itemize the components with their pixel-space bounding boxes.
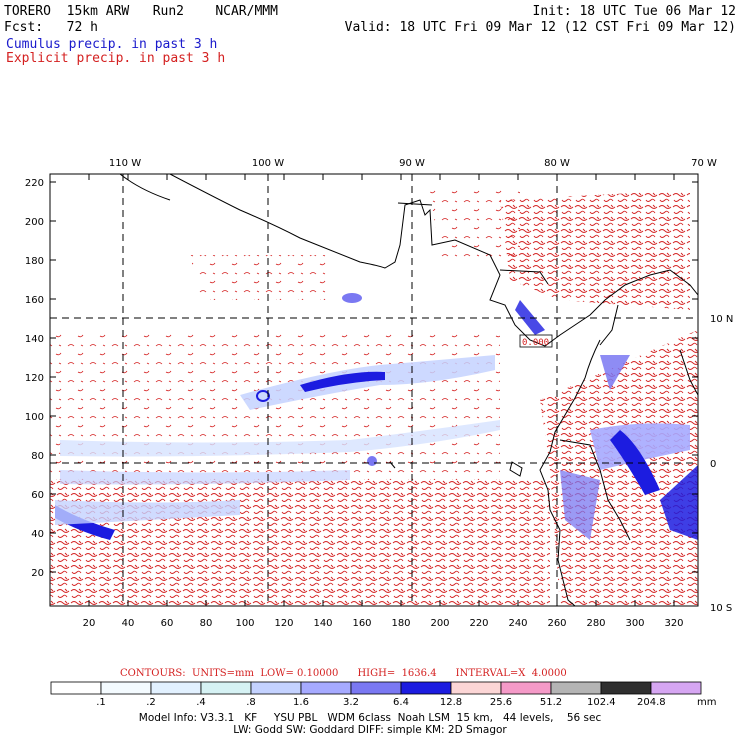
y-tick-label: 180 — [25, 256, 44, 267]
x-tick-label: 60 — [161, 618, 174, 629]
latitude-label: 10 S — [710, 603, 732, 614]
longitude-label: 100 W — [252, 158, 284, 169]
x-tick-label: 140 — [313, 618, 332, 629]
x-tick-label: 200 — [430, 618, 449, 629]
longitude-label: 70 W — [691, 158, 717, 169]
map-field: 0.000 — [50, 174, 698, 606]
legend-swatch — [350, 681, 402, 695]
map-frame — [49, 173, 699, 607]
y-tick-label: 160 — [25, 295, 44, 306]
legend-label: 6.4 — [393, 697, 409, 708]
x-axis-ticks: 20 40 60 80 100 120 140 160 180 200 220 240 260 280 30… — [83, 174, 684, 629]
init-time: Init: 18 UTC Tue 06 Mar 12 — [532, 4, 737, 19]
cumulus-field-label: Cumulus precip. in past 3 h — [6, 37, 218, 52]
legend-label: 102.4 — [587, 697, 616, 708]
legend-label: 1.6 — [293, 697, 309, 708]
x-tick-label: 100 — [235, 618, 254, 629]
legend-swatch — [500, 681, 552, 695]
legend-swatch — [650, 681, 702, 695]
legend-label: .8 — [246, 697, 256, 708]
x-tick-label: 260 — [547, 618, 566, 629]
legend-label: 12.8 — [439, 697, 463, 708]
legend-swatch — [450, 681, 502, 695]
x-tick-label: 180 — [391, 618, 410, 629]
coastlines — [119, 174, 698, 606]
legend-label: .2 — [146, 697, 156, 708]
legend-label: 51.2 — [539, 697, 563, 708]
model-title: TORERO 15km ARW Run2 NCAR/MMM — [4, 4, 278, 19]
y-tick-label: 60 — [31, 490, 44, 501]
legend-label: .1 — [96, 697, 106, 708]
legend-label: 204.8 — [637, 697, 666, 708]
latitude-labels: 10 N 0 10 S — [710, 314, 733, 614]
contour-info: CONTOURS: UNITS=mm LOW= 0.10000 HIGH= 16… — [120, 668, 567, 679]
cumulus-precip-bands — [55, 293, 698, 540]
y-tick-label: 100 — [25, 412, 44, 423]
legend-swatch — [100, 681, 152, 695]
longitude-label: 90 W — [399, 158, 425, 169]
model-info-line-2: LW: Godd SW: Goddard DIFF: simple KM: 2D… — [233, 724, 507, 736]
latitude-label: 10 N — [710, 314, 733, 325]
x-tick-label: 160 — [352, 618, 371, 629]
y-tick-label: 80 — [31, 451, 44, 462]
legend-label: 25.6 — [489, 697, 513, 708]
annotation-box-label: 0.000 — [522, 338, 549, 348]
legend-swatch — [200, 681, 252, 695]
legend-swatch — [400, 681, 452, 695]
y-tick-label: 120 — [25, 373, 44, 384]
longitude-label: 80 W — [544, 158, 570, 169]
y-tick-label: 140 — [25, 334, 44, 345]
latitude-label: 0 — [710, 459, 716, 470]
model-info-line-1: Model Info: V3.3.1 KF YSU PBL WDM 6class… — [138, 712, 602, 724]
x-tick-label: 220 — [469, 618, 488, 629]
longitude-labels: 110 W 100 W 90 W 80 W 70 W — [109, 158, 717, 169]
forecast-hour: Fcst: 72 h — [4, 20, 98, 35]
y-tick-label: 220 — [25, 178, 44, 189]
x-tick-label: 280 — [586, 618, 605, 629]
x-tick-label: 120 — [274, 618, 293, 629]
annotation-box — [519, 334, 553, 348]
legend-unit: mm — [697, 697, 717, 708]
legend-swatch — [300, 681, 352, 695]
legend-swatch — [150, 681, 202, 695]
legend-label: 3.2 — [343, 697, 359, 708]
y-axis-ticks: 220 200 180 160 140 120 100 80 60 40 20 — [25, 178, 698, 579]
lat-lon-grid — [50, 174, 698, 606]
y-tick-label: 200 — [25, 217, 44, 228]
x-tick-label: 80 — [200, 618, 213, 629]
x-tick-label: 320 — [664, 618, 683, 629]
x-tick-label: 20 — [83, 618, 96, 629]
legend-swatch — [50, 681, 102, 695]
legend-label: .4 — [196, 697, 206, 708]
color-legend — [50, 681, 702, 695]
y-tick-label: 20 — [31, 568, 44, 579]
legend-swatch — [550, 681, 602, 695]
x-tick-label: 240 — [508, 618, 527, 629]
legend-swatch — [600, 681, 652, 695]
legend-swatch — [250, 681, 302, 695]
x-tick-label: 40 — [122, 618, 135, 629]
x-tick-label: 300 — [625, 618, 644, 629]
y-tick-label: 40 — [31, 529, 44, 540]
explicit-field-label: Explicit precip. in past 3 h — [6, 51, 226, 66]
longitude-label: 110 W — [109, 158, 141, 169]
valid-time: Valid: 18 UTC Fri 09 Mar 12 (12 CST Fri … — [344, 20, 736, 35]
explicit-precip-contours — [50, 190, 698, 606]
